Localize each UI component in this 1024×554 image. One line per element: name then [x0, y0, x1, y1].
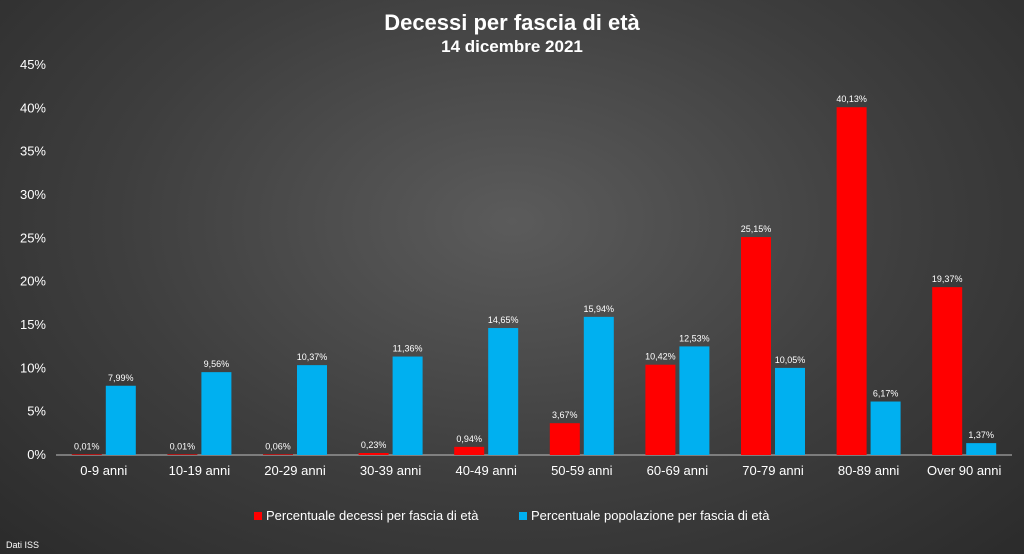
- legend-label: Percentuale decessi per fascia di età: [266, 508, 479, 523]
- data-label: 7,99%: [108, 373, 134, 383]
- data-label: 11,36%: [393, 344, 423, 354]
- x-tick-label: 50-59 anni: [551, 463, 613, 478]
- y-tick-label: 10%: [20, 360, 46, 375]
- bar-population: [583, 316, 614, 455]
- x-tick-label: Over 90 anni: [927, 463, 1002, 478]
- bar-deaths: [645, 364, 676, 455]
- bar-population: [105, 385, 136, 455]
- y-axis: 0% 5% 10% 15% 20% 25% 30% 35% 40% 45%: [20, 57, 46, 462]
- y-tick-label: 35%: [20, 144, 46, 159]
- legend: Percentuale decessi per fascia di età Per…: [254, 508, 770, 523]
- y-tick-label: 40%: [20, 100, 46, 115]
- bar-population: [679, 346, 710, 455]
- data-label: 1,37%: [968, 430, 994, 440]
- data-label: 14,65%: [488, 315, 519, 325]
- data-label: 6,17%: [873, 389, 899, 399]
- bar-population: [870, 401, 901, 455]
- data-label: 9,56%: [204, 359, 230, 369]
- data-label: 10,37%: [297, 352, 328, 362]
- y-tick-label: 30%: [20, 187, 46, 202]
- y-tick-label: 25%: [20, 230, 46, 245]
- data-label: 10,05%: [775, 355, 806, 365]
- bar-population: [488, 328, 519, 455]
- x-tick-label: 10-19 anni: [169, 463, 231, 478]
- data-label: 15,94%: [584, 304, 615, 314]
- y-tick-label: 15%: [20, 317, 46, 332]
- bar-deaths: [167, 454, 198, 455]
- bar-population: [201, 372, 232, 455]
- x-tick-label: 60-69 anni: [647, 463, 709, 478]
- bar-deaths: [358, 453, 389, 455]
- data-label: 0,01%: [170, 441, 196, 451]
- y-tick-label: 20%: [20, 274, 46, 289]
- bar-deaths: [549, 423, 580, 455]
- data-label: 12,53%: [679, 333, 710, 343]
- y-tick-label: 5%: [27, 404, 46, 419]
- data-label: 19,37%: [932, 274, 963, 284]
- bar-population: [392, 356, 423, 455]
- data-label: 0,01%: [74, 441, 100, 451]
- x-axis-labels: 0-9 anni 10-19 anni 20-29 anni 30-39 anni 40…: [80, 463, 1001, 478]
- y-tick-label: 0%: [27, 447, 46, 462]
- data-label: 10,42%: [645, 352, 676, 362]
- bars-group: 0,01% 7,99% 0,01% 9,56% 0,06% 10,37% 0,23% 11,3…: [71, 94, 997, 455]
- data-label: 0,94%: [456, 434, 482, 444]
- x-tick-label: 80-89 anni: [838, 463, 900, 478]
- source-note: Dati ISS: [6, 540, 39, 550]
- bar-population: [966, 443, 997, 455]
- x-tick-label: 30-39 anni: [360, 463, 422, 478]
- legend-swatch: [519, 512, 527, 520]
- data-label: 3,67%: [552, 410, 578, 420]
- bar-deaths: [741, 237, 771, 455]
- x-tick-label: 20-29 anni: [264, 463, 326, 478]
- bar-population: [297, 365, 327, 455]
- bar-deaths: [263, 454, 293, 455]
- data-label: 25,15%: [741, 224, 772, 234]
- data-label: 40,13%: [836, 94, 867, 104]
- chart-title: Decessi per fascia di età: [384, 10, 640, 35]
- x-tick-label: 40-49 anni: [455, 463, 517, 478]
- y-tick-label: 45%: [20, 57, 46, 72]
- data-label: 0,06%: [265, 441, 291, 451]
- bar-deaths: [71, 454, 102, 455]
- bar-deaths: [932, 287, 963, 455]
- legend-swatch: [254, 512, 262, 520]
- bar-deaths: [454, 446, 485, 455]
- legend-label: Percentuale popolazione per fascia di et…: [531, 508, 770, 523]
- x-tick-label: 70-79 anni: [742, 463, 804, 478]
- data-label: 0,23%: [361, 440, 387, 450]
- x-tick-label: 0-9 anni: [80, 463, 127, 478]
- bar-population: [775, 367, 805, 455]
- bar-deaths: [836, 107, 867, 455]
- chart-subtitle: 14 dicembre 2021: [441, 37, 583, 56]
